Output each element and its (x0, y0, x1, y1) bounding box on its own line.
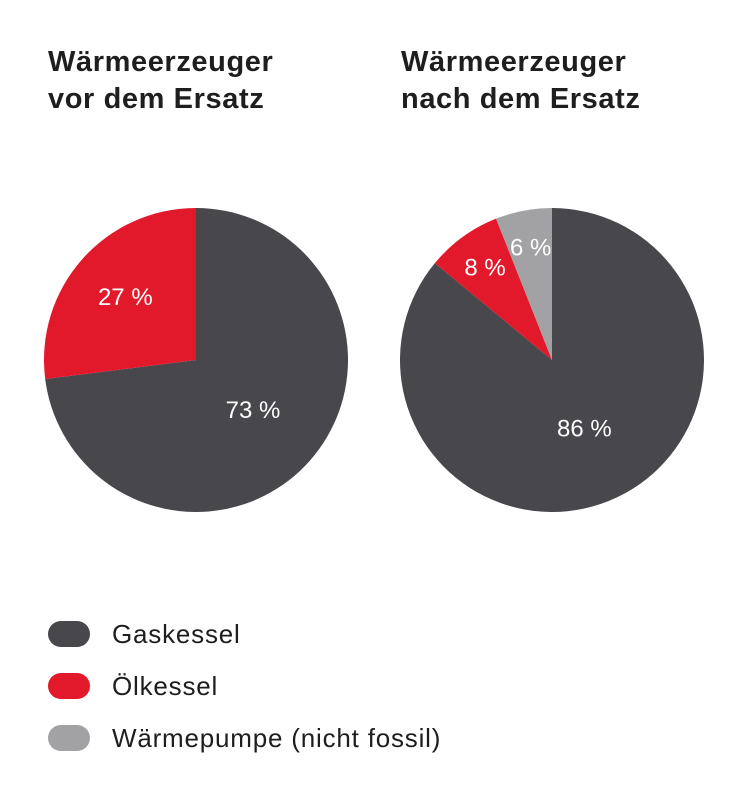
legend-item-gaskessel: Gaskessel (48, 608, 441, 660)
pie-slice-after-waermepumpe-nicht-fossil (496, 208, 552, 360)
chart-title-after-line-2: nach dem Ersatz (401, 83, 641, 115)
legend-label-oelkessel: Ölkessel (112, 670, 219, 701)
legend-label-gaskessel: Gaskessel (112, 618, 241, 649)
pie-slice-after-oelkessel (434, 218, 552, 360)
chart-title-after-line-1: Wärmeerzeuger (401, 46, 627, 78)
legend-item-oelkessel: Ölkessel (48, 660, 441, 712)
chart-title-after: Wärmeerzeuger nach dem Ersatz (401, 44, 640, 118)
legend: Gaskessel Ölkessel Wärmepumpe (nicht fos… (48, 608, 441, 764)
chart-title-before-line-2: vor dem Ersatz (48, 83, 265, 115)
slice-label-after-oelkessel: 8 % (464, 254, 505, 281)
slice-label-after-gaskessel: 86 % (557, 415, 612, 442)
legend-item-waermepumpe: Wärmepumpe (nicht fossil) (48, 712, 441, 764)
pie-slice-before-oelkessel (44, 208, 196, 380)
legend-swatch-oelkessel (48, 673, 90, 699)
legend-swatch-waermepumpe (48, 725, 90, 751)
chart-title-before: Wärmeerzeuger vor dem Ersatz (48, 44, 273, 118)
slice-label-before-gaskessel: 73 % (226, 397, 281, 424)
slice-label-before-oelkessel: 27 % (98, 284, 153, 311)
legend-label-waermepumpe: Wärmepumpe (nicht fossil) (112, 722, 442, 753)
legend-swatch-gaskessel (48, 621, 90, 647)
slice-label-after-waermepumpe-nicht-fossil: 6 % (510, 235, 551, 262)
chart-title-before-line-1: Wärmeerzeuger (48, 46, 274, 78)
pie-slice-before-gaskessel (45, 208, 348, 512)
pie-charts: 73 % 27 % 86 % 8 %6 % (44, 208, 704, 512)
